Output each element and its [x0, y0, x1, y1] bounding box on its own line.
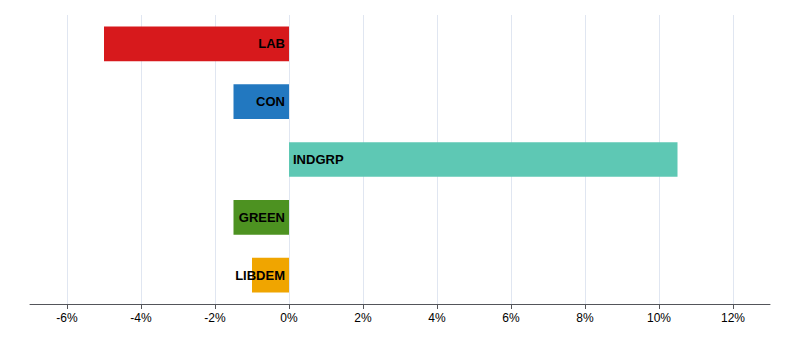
svg-text:0%: 0% [280, 311, 298, 325]
svg-text:LIBDEM: LIBDEM [235, 268, 285, 283]
svg-text:6%: 6% [502, 311, 520, 325]
svg-text:INDGRP: INDGRP [293, 152, 344, 167]
svg-text:4%: 4% [428, 311, 446, 325]
svg-text:LAB: LAB [258, 36, 285, 51]
svg-text:-2%: -2% [204, 311, 226, 325]
svg-text:12%: 12% [721, 311, 745, 325]
svg-text:GREEN: GREEN [239, 210, 285, 225]
svg-text:8%: 8% [576, 311, 594, 325]
svg-text:2%: 2% [354, 311, 372, 325]
svg-text:10%: 10% [647, 311, 671, 325]
svg-text:CON: CON [256, 94, 285, 109]
svg-text:-4%: -4% [130, 311, 152, 325]
svg-text:-6%: -6% [56, 311, 78, 325]
